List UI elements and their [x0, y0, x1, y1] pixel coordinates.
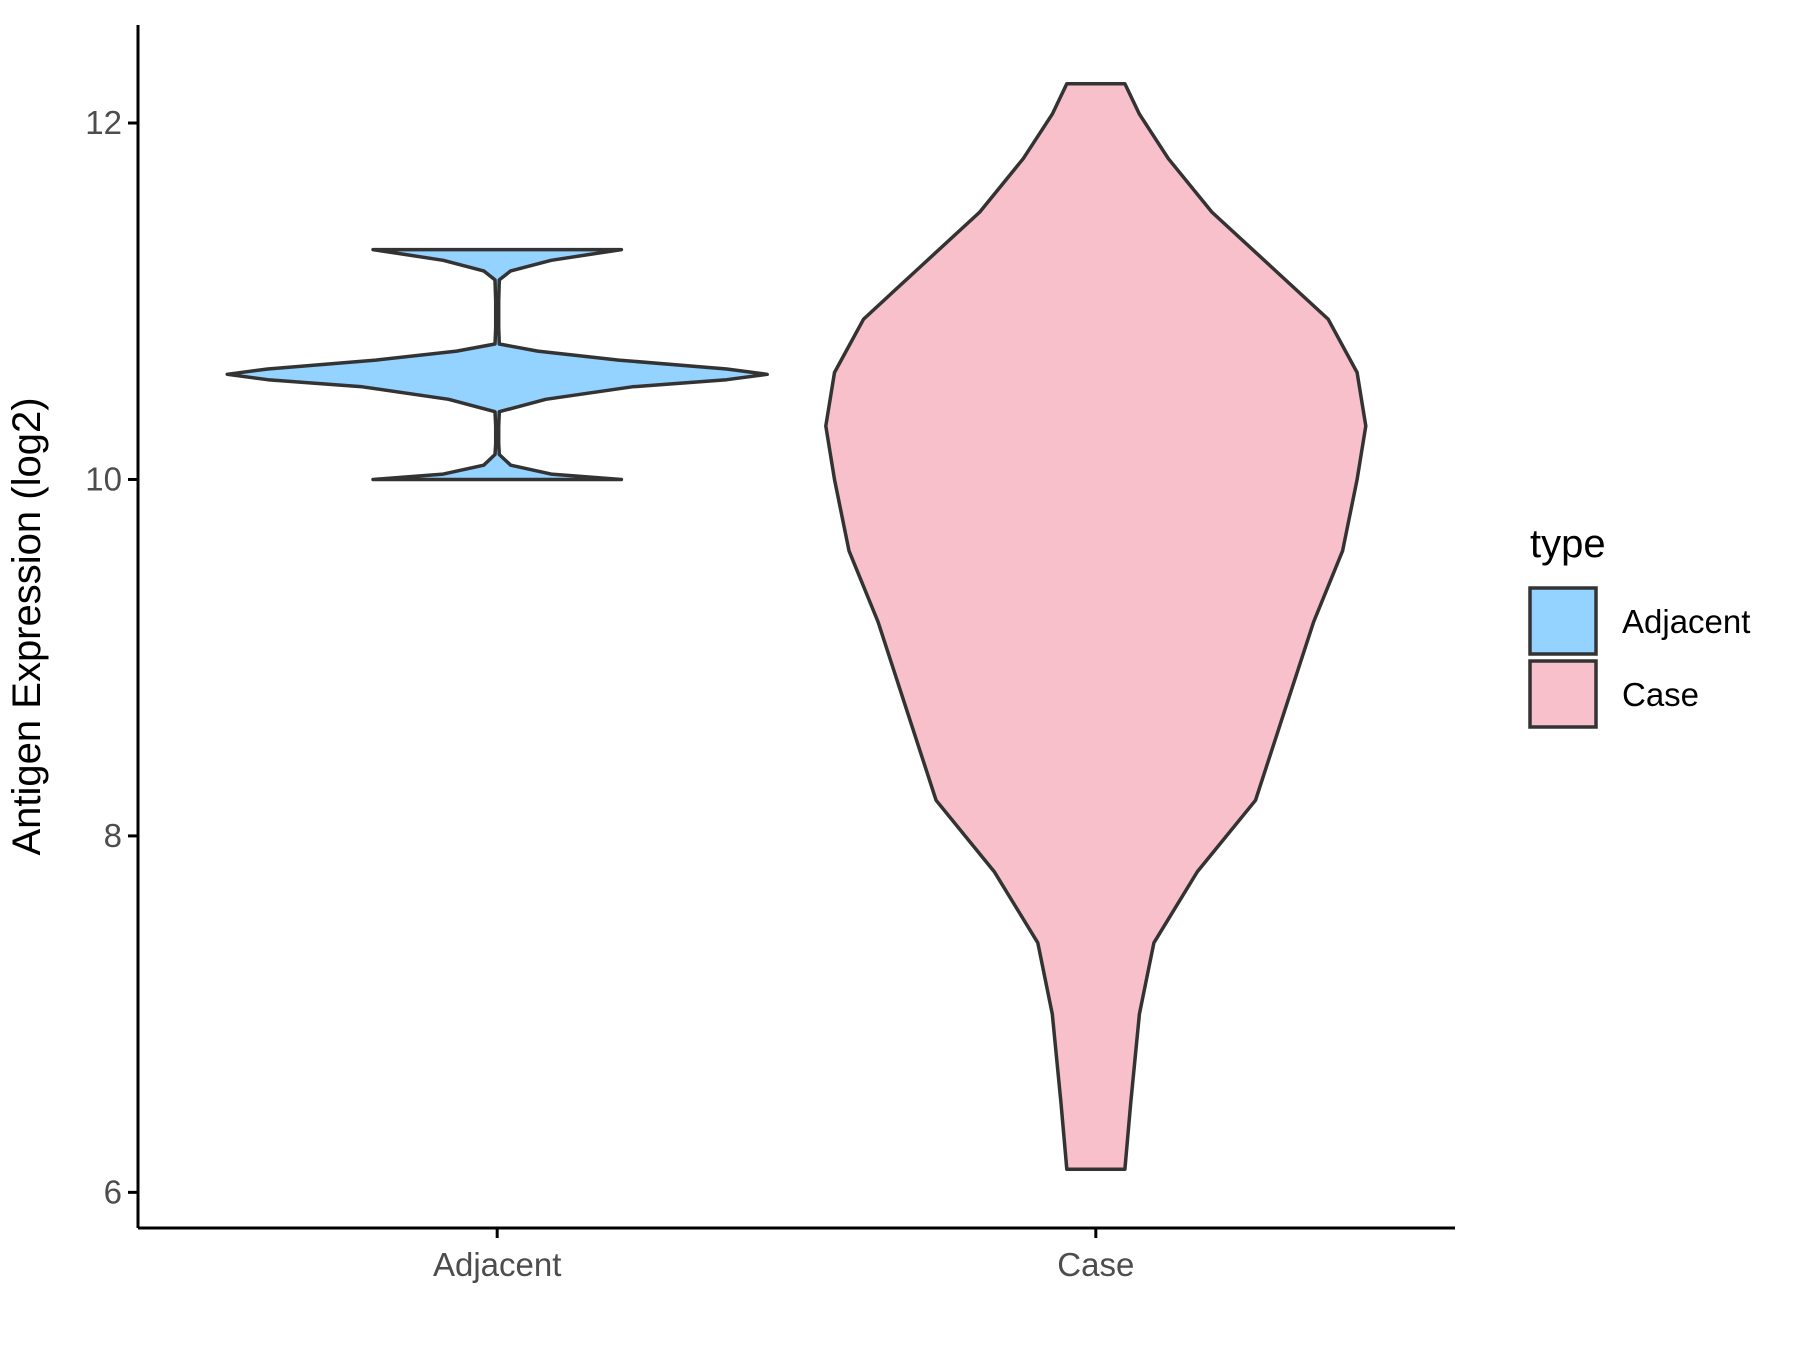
y-ticks: 6 8 10 12 [85, 104, 138, 1210]
legend-key-case [1528, 659, 1598, 729]
violin-case [824, 82, 1368, 1171]
y-tick-label: 12 [85, 104, 122, 141]
x-tick-label: Adjacent [433, 1246, 561, 1283]
y-axis-title: Antigen Expression (log2) [5, 397, 49, 855]
violin-layer [225, 82, 1368, 1171]
violin-adjacent [225, 247, 769, 482]
legend-title: type [1530, 522, 1606, 566]
legend-label-case: Case [1622, 676, 1699, 713]
x-tick-label: Case [1057, 1246, 1134, 1283]
legend: type Adjacent Case [1528, 522, 1750, 729]
axes-layer: 6 8 10 12 Adjacent Case [85, 25, 1455, 1283]
y-tick-label: 6 [104, 1173, 122, 1210]
y-tick-label: 8 [104, 817, 122, 854]
y-tick-label: 10 [85, 460, 122, 497]
legend-key-adjacent [1528, 586, 1598, 656]
legend-entries: Adjacent Case [1528, 586, 1750, 729]
legend-label-adjacent: Adjacent [1622, 603, 1750, 640]
x-ticks: Adjacent Case [433, 1228, 1134, 1283]
